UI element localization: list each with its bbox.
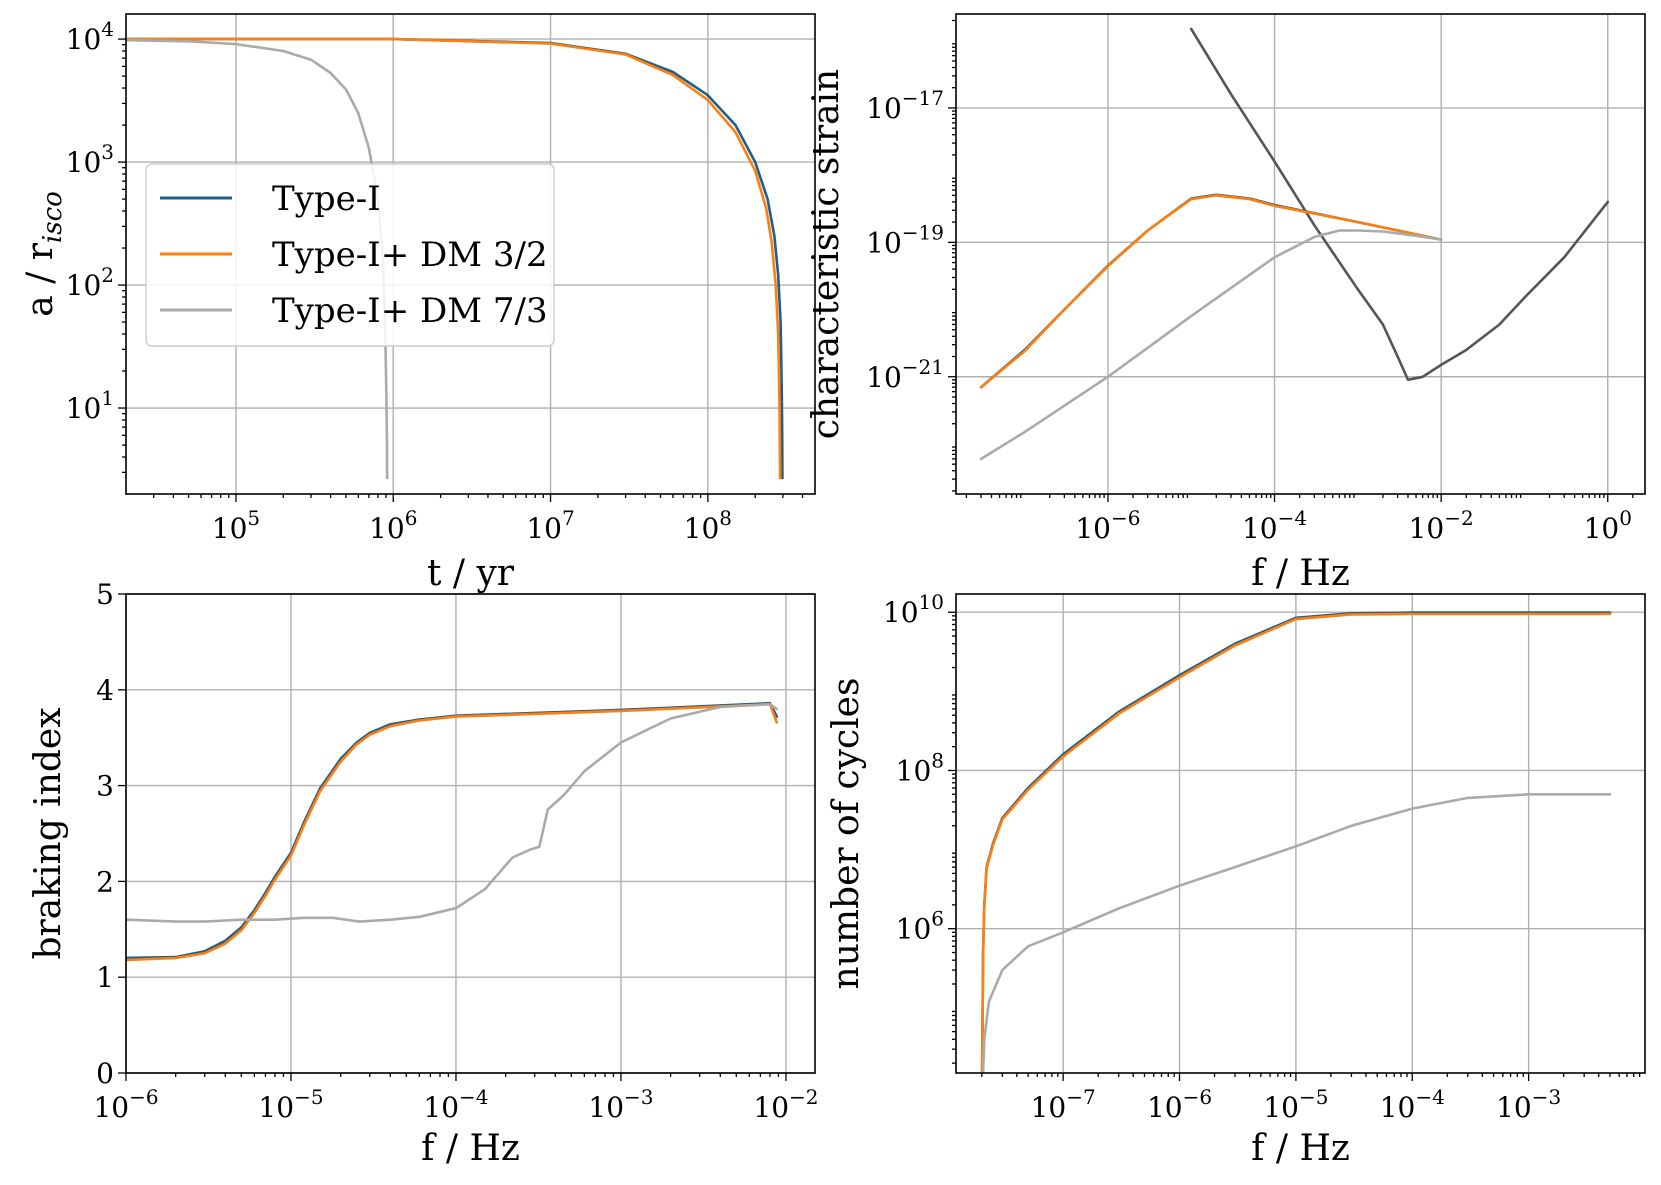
- series-line-type-i-dm-7-3: [126, 702, 779, 923]
- y-tick-label: 102: [66, 263, 114, 302]
- x-tick-label: 10−6: [93, 1085, 158, 1124]
- series-line-type-i-dm-3-2: [126, 37, 782, 480]
- x-tick-label: 105: [212, 506, 260, 545]
- series-line-type-i: [979, 193, 1443, 389]
- x-tick-label: 10−4: [1380, 1085, 1445, 1124]
- x-tick-label: 10−3: [1496, 1085, 1561, 1124]
- series-group: [126, 37, 784, 480]
- gridlines: [956, 594, 1645, 1073]
- panel-characteristic-strain: 10−6 10−4 10−2 100 10−21 10−19 10−17 f / Hz char…: [806, 13, 1646, 594]
- x-tick-label: 10−7: [1031, 1085, 1096, 1124]
- legend-entry-type-i: Type-I: [272, 179, 381, 219]
- y-tick-label: 10−21: [866, 355, 944, 394]
- series-line-type-i-dm-7-3: [981, 793, 1612, 1073]
- y-tick-label: 5: [96, 578, 114, 611]
- x-tick-label: 10−4: [1242, 506, 1307, 545]
- legend: Type-I Type-I+ DM 3/2 Type-I+ DM 7/3: [145, 163, 555, 347]
- x-axis-label: f / Hz: [1251, 553, 1350, 594]
- panel-braking-index: 10−6 10−5 10−4 10−3 10−2 0 1 2 3 4 5 f / Hz braking …: [28, 578, 819, 1169]
- x-tick-label: 10−4: [423, 1085, 488, 1124]
- x-tick-label: 10−3: [588, 1085, 653, 1124]
- y-tick-label: 1: [96, 961, 114, 994]
- panel-number-of-cycles: 10−7 10−6 10−5 10−4 10−3 106 108 1010 f / Hz numb…: [826, 590, 1646, 1169]
- x-tick-label: 10−5: [258, 1085, 323, 1124]
- series-line-type-i-dm-3-2: [979, 194, 1443, 389]
- plot-frame: [955, 593, 1646, 1074]
- gridlines: [125, 593, 815, 1074]
- y-tick-label: 106: [896, 907, 944, 946]
- plot-frame: [955, 13, 1646, 495]
- series-line-0: [1189, 27, 1610, 382]
- x-axis-label: f / Hz: [421, 1128, 520, 1169]
- y-axis-label: characteristic strain: [806, 69, 847, 440]
- x-axis-label: f / Hz: [1251, 1128, 1350, 1169]
- x-tick-label: 100: [1584, 506, 1632, 545]
- y-tick-label: 4: [96, 674, 114, 707]
- y-axis-label: number of cycles: [826, 678, 867, 990]
- x-tick-label: 10−2: [1409, 506, 1474, 545]
- series-group: [979, 27, 1610, 461]
- x-tick-label: 10−5: [1263, 1085, 1328, 1124]
- series-line-type-i-dm-3-2: [126, 702, 779, 962]
- x-tick-label: 10−6: [1147, 1085, 1212, 1124]
- ticks: [948, 19, 1634, 502]
- y-tick-label: 2: [96, 865, 114, 898]
- legend-box: [145, 163, 555, 347]
- x-tick-label: 10−6: [1075, 506, 1140, 545]
- y-tick-label: 1010: [883, 590, 944, 629]
- y-axis-label: braking index: [28, 707, 69, 959]
- series-line-type-i-dm-3-2: [980, 612, 1612, 1073]
- y-tick-label: 10−17: [866, 86, 944, 125]
- series-line-type-i-dm-7-3: [979, 229, 1443, 461]
- legend-entry-type-i-dm-7-3: Type-I+ DM 7/3: [272, 291, 548, 331]
- series-group: [126, 701, 779, 962]
- y-tick-label: 104: [66, 17, 114, 56]
- x-tick-label: 10−2: [753, 1085, 818, 1124]
- x-axis-label: t / yr: [427, 553, 515, 594]
- plot-frame: [125, 593, 816, 1074]
- y-tick-label: 101: [66, 386, 114, 425]
- y-tick-label: 10−19: [866, 220, 944, 259]
- gridlines: [956, 14, 1645, 494]
- x-tick-label: 107: [526, 506, 574, 545]
- ticks: [948, 611, 1641, 1081]
- y-tick-label: 3: [96, 770, 114, 803]
- y-tick-label: 108: [896, 748, 944, 787]
- legend-entry-type-i-dm-3-2: Type-I+ DM 3/2: [272, 235, 548, 275]
- panel-semimajor-axis-vs-time: 105 106 107 108 101 102 103 104 t / yr a / risco T…: [20, 13, 816, 594]
- series-line-type-i-dm-7-3: [126, 38, 389, 480]
- series-group: [980, 611, 1612, 1073]
- y-tick-label: 103: [66, 140, 114, 179]
- x-tick-label: 106: [369, 506, 417, 545]
- ticks: [118, 38, 804, 502]
- y-axis-label: a / risco: [20, 191, 68, 317]
- ticks: [118, 593, 787, 1081]
- plot-frame: [125, 13, 816, 495]
- y-tick-label: 0: [96, 1057, 114, 1090]
- x-tick-label: 108: [684, 506, 732, 545]
